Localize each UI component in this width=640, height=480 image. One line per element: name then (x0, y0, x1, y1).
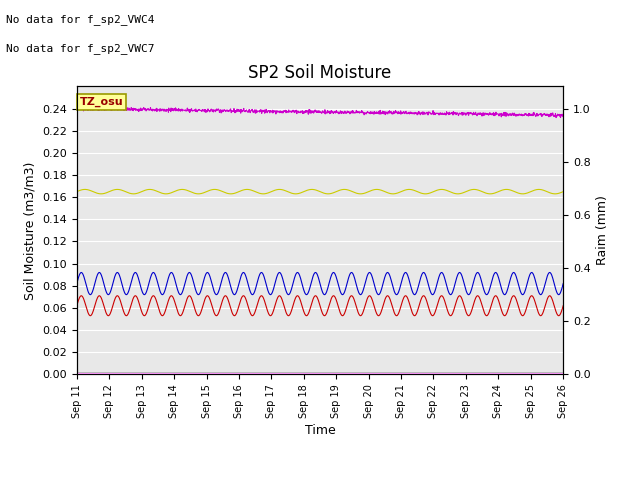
X-axis label: Time: Time (305, 424, 335, 437)
Y-axis label: Raim (mm): Raim (mm) (596, 195, 609, 265)
Text: No data for f_sp2_VWC4: No data for f_sp2_VWC4 (6, 14, 155, 25)
Text: No data for f_sp2_VWC7: No data for f_sp2_VWC7 (6, 43, 155, 54)
Title: SP2 Soil Moisture: SP2 Soil Moisture (248, 64, 392, 82)
Y-axis label: Soil Moisture (m3/m3): Soil Moisture (m3/m3) (24, 161, 36, 300)
Text: TZ_osu: TZ_osu (80, 97, 124, 108)
